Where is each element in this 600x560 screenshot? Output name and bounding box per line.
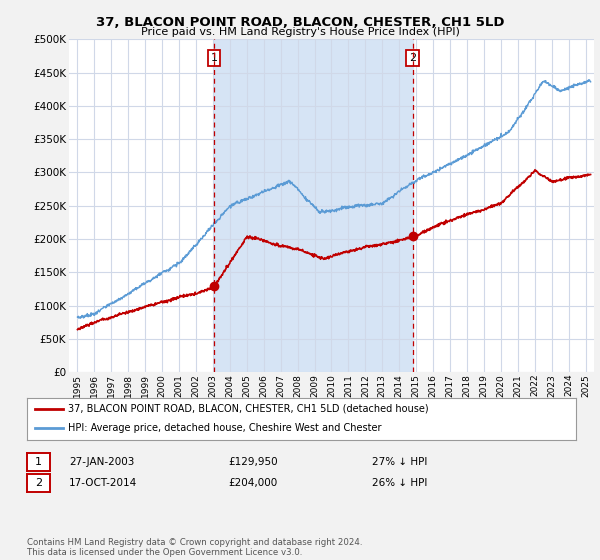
Text: 37, BLACON POINT ROAD, BLACON, CHESTER, CH1 5LD: 37, BLACON POINT ROAD, BLACON, CHESTER, …: [96, 16, 504, 29]
Text: 2: 2: [35, 478, 42, 488]
Text: 1: 1: [35, 457, 42, 467]
Text: 1: 1: [211, 53, 218, 63]
Text: 27-JAN-2003: 27-JAN-2003: [69, 457, 134, 467]
Text: 17-OCT-2014: 17-OCT-2014: [69, 478, 137, 488]
Text: 37, BLACON POINT ROAD, BLACON, CHESTER, CH1 5LD (detached house): 37, BLACON POINT ROAD, BLACON, CHESTER, …: [68, 404, 429, 414]
Text: HPI: Average price, detached house, Cheshire West and Chester: HPI: Average price, detached house, Ches…: [68, 423, 382, 433]
Text: 2: 2: [409, 53, 416, 63]
Bar: [214, 39, 413, 372]
Text: £204,000: £204,000: [228, 478, 277, 488]
Text: 27% ↓ HPI: 27% ↓ HPI: [372, 457, 427, 467]
Text: 26% ↓ HPI: 26% ↓ HPI: [372, 478, 427, 488]
Text: Price paid vs. HM Land Registry's House Price Index (HPI): Price paid vs. HM Land Registry's House …: [140, 27, 460, 37]
Text: £129,950: £129,950: [228, 457, 278, 467]
Text: Contains HM Land Registry data © Crown copyright and database right 2024.
This d: Contains HM Land Registry data © Crown c…: [27, 538, 362, 557]
